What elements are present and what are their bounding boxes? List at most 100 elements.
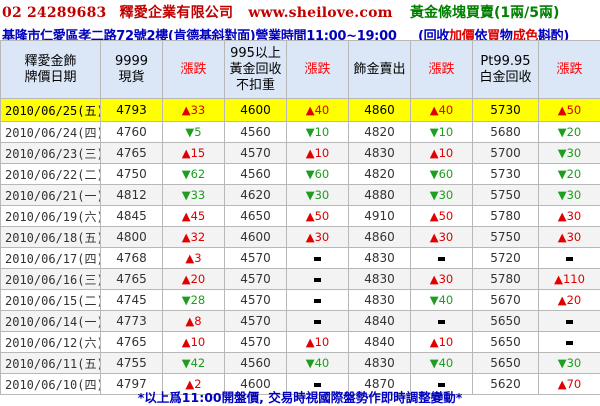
change-cell bbox=[286, 310, 349, 332]
change-cell: ▲33 bbox=[162, 98, 225, 122]
header-line: 漲跌 bbox=[428, 61, 455, 77]
change-up-value: ▲20 bbox=[181, 272, 206, 286]
table-row: 2010/06/18(五) 4800 ▲32 4600 ▲30 4860 ▲30 5750 ▲3… bbox=[0, 226, 600, 248]
no-change-dash-icon bbox=[566, 319, 573, 324]
gold-9999-cell: 4765 bbox=[100, 142, 163, 164]
change-down-value: ▼33 bbox=[181, 188, 206, 202]
platinum-recycle-cell: 5730 bbox=[472, 98, 539, 122]
change-cell: ▼40 bbox=[286, 352, 349, 374]
change-down-value: ▼40 bbox=[305, 356, 330, 370]
platinum-recycle-cell: 5670 bbox=[472, 289, 539, 311]
change-cell: ▲15 bbox=[162, 142, 225, 164]
jewelry-sell-cell: 4830 bbox=[348, 352, 411, 374]
table-row: 2010/06/25(五) 4793 ▲33 4600 ▲40 4860 ▲40 5730 ▲5… bbox=[0, 98, 600, 122]
date-cell: 2010/06/15(二) bbox=[0, 289, 101, 311]
change-up-value: ▲40 bbox=[305, 103, 330, 117]
change-cell bbox=[538, 310, 600, 332]
jewelry-sell-cell: 4820 bbox=[348, 121, 411, 143]
change-cell: ▼62 bbox=[162, 163, 225, 185]
gold-9999-cell: 4745 bbox=[100, 289, 163, 311]
gold-995-recycle-cell: 4560 bbox=[224, 121, 287, 143]
company-name: 釋愛企業有限公司 bbox=[119, 5, 234, 21]
gold-995-recycle-cell: 4570 bbox=[224, 310, 287, 332]
change-cell: ▲32 bbox=[162, 226, 225, 248]
change-cell: ▲10 bbox=[410, 142, 473, 164]
change-up-value: ▲70 bbox=[557, 377, 582, 391]
change-cell: ▲45 bbox=[162, 205, 225, 227]
col-9999-header: 9999 現貨 bbox=[100, 40, 163, 99]
platinum-recycle-cell: 5720 bbox=[472, 247, 539, 269]
date-cell: 2010/06/24(四) bbox=[0, 121, 101, 143]
table-row: 2010/06/19(六) 4845 ▲45 4650 ▲50 4910 ▲50 5780 ▲3… bbox=[0, 205, 600, 227]
table-row: 2010/06/11(五) 4755 ▼42 4560 ▼40 4830 ▼40 5650 ▼3… bbox=[0, 352, 600, 374]
change-down-value: ▼60 bbox=[429, 167, 454, 181]
change-down-value: ▼20 bbox=[557, 167, 582, 181]
change-cell bbox=[286, 268, 349, 290]
change-down-value: ▼30 bbox=[557, 356, 582, 370]
change-up-value: ▲30 bbox=[429, 230, 454, 244]
change-cell: ▲30 bbox=[538, 226, 600, 248]
change-cell bbox=[286, 247, 349, 269]
gold-9999-cell: 4812 bbox=[100, 184, 163, 206]
change-up-value: ▲30 bbox=[305, 230, 330, 244]
header-line: 漲跌 bbox=[304, 61, 331, 77]
table-row: 2010/06/22(二) 4750 ▼62 4560 ▼60 4820 ▼60 5730 ▼2… bbox=[0, 163, 600, 185]
change-down-value: ▼62 bbox=[181, 167, 206, 181]
change-cell: ▼30 bbox=[410, 184, 473, 206]
change-cell: ▲20 bbox=[538, 289, 600, 311]
change-cell: ▼20 bbox=[538, 163, 600, 185]
no-change-dash-icon bbox=[438, 382, 445, 387]
table-body: 2010/06/25(五) 4793 ▲33 4600 ▲40 4860 ▲40 5730 ▲5… bbox=[0, 98, 600, 395]
change-down-value: ▼42 bbox=[181, 356, 206, 370]
gold-995-recycle-cell: 4570 bbox=[224, 142, 287, 164]
title-bar: 02 24289683 釋愛企業有限公司 www.sheilove.com 黃金… bbox=[0, 0, 600, 21]
gold-995-recycle-cell: 4570 bbox=[224, 331, 287, 353]
change-up-value: ▲10 bbox=[305, 146, 330, 160]
change-cell: ▲50 bbox=[538, 98, 600, 122]
no-change-dash-icon bbox=[566, 340, 573, 345]
platinum-recycle-cell: 5650 bbox=[472, 310, 539, 332]
change-cell: ▼40 bbox=[410, 352, 473, 374]
no-change-dash-icon bbox=[314, 319, 321, 324]
change-cell: ▲20 bbox=[162, 268, 225, 290]
header-line: 牌價日期 bbox=[24, 69, 77, 85]
date-cell: 2010/06/19(六) bbox=[0, 205, 101, 227]
platinum-recycle-cell: 5780 bbox=[472, 205, 539, 227]
change-up-value: ▲40 bbox=[429, 103, 454, 117]
price-table: 釋愛金飾 牌價日期 9999 現貨 漲跌 995以上 黃金回收 不扣重 漲跌 飾金賣出 漲跌 Pt99… bbox=[0, 40, 600, 395]
platinum-recycle-cell: 5650 bbox=[472, 352, 539, 374]
gold-9999-cell: 4765 bbox=[100, 268, 163, 290]
change-cell: ▲30 bbox=[410, 226, 473, 248]
jewelry-sell-cell: 4840 bbox=[348, 331, 411, 353]
gold-995-recycle-cell: 4620 bbox=[224, 184, 287, 206]
change-down-value: ▼40 bbox=[429, 356, 454, 370]
change-cell: ▲30 bbox=[286, 226, 349, 248]
no-change-dash-icon bbox=[314, 382, 321, 387]
gold-9999-cell: 4760 bbox=[100, 121, 163, 143]
date-cell: 2010/06/17(四) bbox=[0, 247, 101, 269]
bullion-title: 黃金條塊買賣(1兩/5兩) bbox=[410, 5, 560, 21]
change-up-value: ▲110 bbox=[554, 272, 585, 286]
change-up-value: ▲33 bbox=[181, 103, 206, 117]
change-cell: ▼10 bbox=[410, 121, 473, 143]
table-row: 2010/06/23(三) 4765 ▲15 4570 ▲10 4830 ▲10 5700 ▼3… bbox=[0, 142, 600, 164]
gold-995-recycle-cell: 4560 bbox=[224, 163, 287, 185]
jewelry-sell-cell: 4880 bbox=[348, 184, 411, 206]
change-cell: ▼42 bbox=[162, 352, 225, 374]
table-row: 2010/06/14(一) 4773 ▲8 4570 4840 5650 bbox=[0, 310, 600, 332]
date-cell: 2010/06/12(六) bbox=[0, 331, 101, 353]
jewelry-sell-cell: 4840 bbox=[348, 310, 411, 332]
change-cell: ▼10 bbox=[286, 121, 349, 143]
col-change-header: 漲跌 bbox=[162, 40, 225, 99]
website-link[interactable]: www.sheilove.com bbox=[248, 5, 393, 21]
gold-995-recycle-cell: 4570 bbox=[224, 289, 287, 311]
change-up-value: ▲2 bbox=[185, 377, 202, 391]
change-up-value: ▲50 bbox=[429, 209, 454, 223]
header-line: 黃金回收 bbox=[229, 61, 282, 77]
platinum-recycle-cell: 5650 bbox=[472, 331, 539, 353]
gold-995-recycle-cell: 4570 bbox=[224, 268, 287, 290]
no-change-dash-icon bbox=[314, 256, 321, 261]
change-cell: ▲30 bbox=[538, 205, 600, 227]
change-up-value: ▲10 bbox=[429, 146, 454, 160]
date-cell: 2010/06/25(五) bbox=[0, 98, 101, 122]
